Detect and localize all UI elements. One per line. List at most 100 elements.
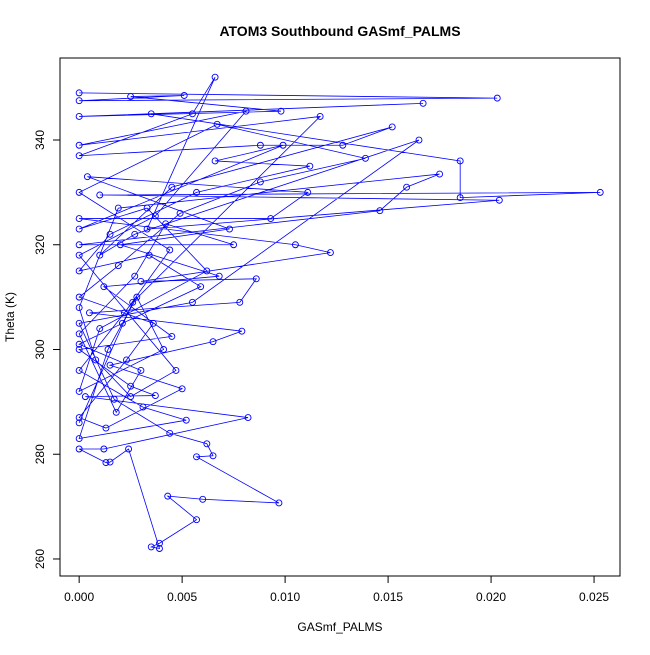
x-axis-label: GASmf_PALMS — [297, 620, 382, 634]
data-point — [211, 157, 219, 165]
data-point — [252, 275, 260, 283]
data-point — [151, 212, 159, 220]
data-point — [388, 123, 396, 131]
data-point — [106, 230, 114, 238]
data-point — [123, 356, 130, 364]
data-point — [143, 225, 151, 233]
data-point — [156, 539, 163, 547]
data-point — [81, 393, 89, 401]
data-point — [277, 107, 285, 115]
data-point — [75, 445, 83, 453]
data-point — [137, 366, 145, 374]
data-point — [75, 346, 83, 353]
data-point — [75, 215, 83, 223]
data-point — [193, 516, 201, 524]
data-point — [127, 393, 135, 401]
data-point — [75, 152, 83, 160]
data-point — [75, 340, 83, 348]
data-point — [106, 458, 114, 466]
data-point — [376, 207, 384, 215]
data-point — [151, 392, 159, 400]
data-point — [403, 183, 411, 191]
data-point — [75, 435, 83, 442]
data-point — [238, 327, 246, 335]
data-point — [114, 204, 122, 212]
x-tick-label: 0.010 — [270, 590, 300, 604]
x-tick-label: 0.000 — [64, 590, 94, 604]
data-point — [160, 346, 168, 353]
data-point — [100, 283, 108, 291]
data-point — [75, 225, 83, 233]
y-tick-label: 340 — [33, 130, 47, 150]
data-point — [180, 92, 188, 99]
data-point — [279, 141, 287, 149]
data-point — [75, 188, 83, 196]
data-point — [495, 196, 503, 204]
data-point — [133, 293, 141, 301]
data-point — [102, 459, 110, 467]
data-point — [456, 194, 464, 202]
data-point — [193, 188, 201, 196]
data-point — [178, 385, 186, 393]
data-point — [197, 283, 205, 291]
data-point — [203, 440, 211, 448]
data-point — [75, 414, 83, 422]
x-tick-label: 0.015 — [373, 590, 403, 604]
data-point — [188, 110, 196, 118]
data-point — [75, 387, 83, 395]
chart-title: ATOM3 Southbound GASmf_PALMS — [219, 23, 460, 39]
data-point — [75, 319, 83, 327]
data-point — [316, 112, 324, 120]
y-tick-label: 280 — [33, 444, 47, 464]
data-point — [75, 241, 83, 249]
data-point — [127, 93, 135, 100]
data-point — [209, 338, 217, 346]
data-point — [275, 499, 283, 507]
y-tick-label: 260 — [33, 549, 47, 569]
data-point — [162, 220, 170, 228]
data-point — [193, 453, 201, 461]
data-point — [83, 173, 91, 181]
data-point — [168, 332, 176, 340]
data-point — [230, 241, 238, 249]
data-point — [156, 545, 163, 552]
data-point — [147, 543, 155, 551]
data-point — [116, 241, 124, 249]
data-point — [75, 112, 83, 120]
data-point — [596, 188, 604, 196]
data-point — [75, 419, 83, 427]
data-point — [75, 293, 83, 301]
data-point — [139, 403, 147, 411]
data-point — [326, 249, 334, 257]
data-point — [75, 366, 83, 374]
data-point — [86, 309, 93, 317]
data-point — [75, 267, 83, 275]
data-point — [172, 366, 180, 374]
data-point — [211, 73, 219, 81]
data-point — [306, 162, 314, 170]
data-point — [147, 110, 155, 118]
data-point — [149, 319, 157, 327]
data-point — [75, 330, 83, 338]
y-axis-label: Theta (K) — [3, 292, 17, 342]
data-point — [92, 356, 100, 364]
data-point — [112, 408, 120, 416]
data-point — [131, 272, 139, 280]
data-point — [75, 251, 83, 259]
data-point — [209, 452, 217, 460]
data-point — [75, 89, 83, 97]
data-point — [118, 319, 126, 327]
data-point — [96, 251, 104, 259]
data-point — [493, 94, 501, 102]
y-tick-label: 320 — [33, 234, 47, 254]
data-point — [436, 170, 444, 178]
x-tick-label: 0.025 — [579, 590, 609, 604]
data-point — [75, 141, 83, 149]
data-point — [199, 495, 207, 503]
data-point — [215, 272, 223, 280]
data-point — [213, 120, 221, 128]
data-point — [415, 136, 423, 144]
x-tick-label: 0.005 — [167, 590, 197, 604]
